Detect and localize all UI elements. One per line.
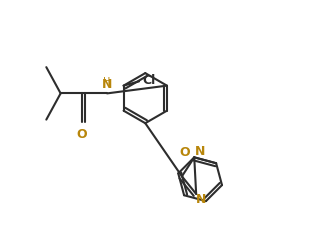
Text: O: O <box>77 128 87 141</box>
Text: Cl: Cl <box>142 74 155 87</box>
Text: N: N <box>196 193 206 206</box>
Text: N: N <box>102 79 112 92</box>
Text: N: N <box>195 145 206 158</box>
Text: H: H <box>104 77 111 87</box>
Text: O: O <box>179 146 190 160</box>
